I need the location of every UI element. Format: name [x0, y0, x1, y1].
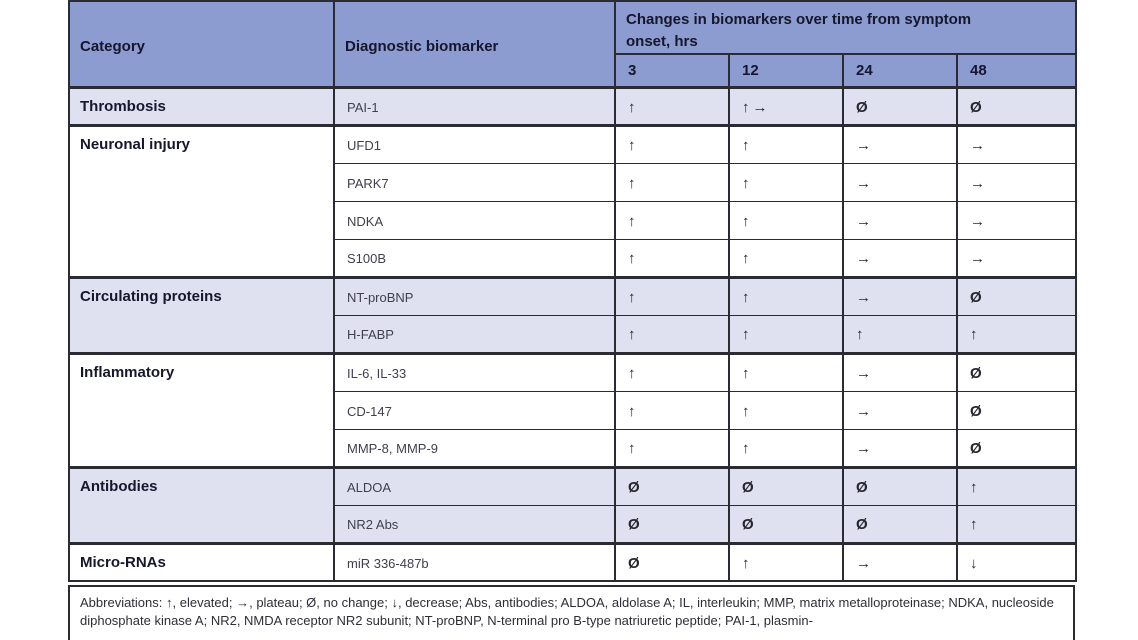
value-cell-12h: ↑ — [728, 275, 844, 315]
category-cell: Antibodies — [68, 465, 335, 543]
value-cell-12h: ↑ — [728, 162, 844, 201]
biomarker-cell: ALDOA — [333, 465, 616, 505]
value-cell-48h: → — [955, 123, 1078, 163]
value-cell-24h: → — [842, 123, 958, 163]
value-cell-3h: ↑ — [614, 428, 730, 467]
biomarker-cell: CD-147 — [333, 390, 616, 429]
value-cell-3h: Ø — [614, 504, 730, 543]
biomarker-cell: miR 336-487b — [333, 541, 616, 581]
header-time-12: 12 — [728, 53, 844, 87]
value-cell-12h: ↑→ — [728, 85, 844, 125]
table-row: MMP-8, MMP-9 ↑ ↑ → Ø — [69, 428, 1078, 467]
header-changes: Changes in biomarkers over time from sym… — [613, 0, 1078, 54]
table-row: NR2 Abs Ø Ø Ø ↑ — [69, 504, 1078, 543]
header-changes-line1: Changes in biomarkers over time from sym… — [626, 10, 972, 28]
biomarker-cell: NR2 Abs — [333, 504, 616, 543]
biomarker-cell: S100B — [333, 238, 616, 277]
biomarker-cell: IL-6, IL-33 — [333, 351, 616, 391]
value-cell-3h: ↑ — [614, 162, 730, 201]
table-row: CD-147 ↑ ↑ → Ø — [69, 390, 1078, 429]
biomarker-cell: UFD1 — [333, 123, 616, 163]
value-cell-3h: Ø — [614, 541, 730, 581]
biomarker-cell: NDKA — [333, 200, 616, 239]
value-cell-48h: Ø — [955, 351, 1078, 391]
value-cell-48h: Ø — [955, 275, 1078, 315]
footnote-text: Abbreviations: ↑, elevated; →, plateau; … — [80, 595, 1054, 629]
category-cell: Circulating proteins — [68, 275, 335, 353]
value-cell-24h: → — [842, 428, 958, 467]
value-cell-24h: → — [842, 351, 958, 391]
table-row: Neuronal injury UFD1 ↑ ↑ → → — [68, 123, 1078, 277]
value-cell-3h: ↑ — [614, 123, 730, 163]
table-row: H-FABP ↑ ↑ ↑ ↑ — [69, 314, 1078, 353]
value-cell-3h: ↑ — [614, 390, 730, 429]
value-cell-12h: ↑ — [728, 390, 844, 429]
value-cell-12h: ↑ — [728, 123, 844, 163]
value-cell-12h: ↑ — [728, 428, 844, 467]
header-changes-line2: onset, hrs — [626, 32, 698, 50]
biomarker-cell: PAI-1 — [333, 85, 616, 125]
value-cell-24h: → — [842, 200, 958, 239]
value-cell-48h: Ø — [955, 85, 1078, 125]
value-cell-3h: ↑ — [614, 200, 730, 239]
header-time-24: 24 — [842, 53, 958, 87]
value-cell-3h: ↑ — [614, 275, 730, 315]
value-cell-24h: → — [842, 238, 958, 277]
category-cell: Neuronal injury — [68, 123, 335, 277]
value-cell-12h: ↑ — [728, 314, 844, 353]
table-row: NDKA ↑ ↑ → → — [69, 200, 1078, 239]
value-cell-48h: Ø — [955, 390, 1078, 429]
header-time-48: 48 — [955, 53, 1078, 87]
value-cell-48h: ↑ — [955, 465, 1078, 505]
header-time-3: 3 — [614, 53, 730, 87]
biomarker-cell: PARK7 — [333, 162, 616, 201]
value-cell-48h: ↑ — [955, 314, 1078, 353]
value-cell-3h: ↑ — [614, 351, 730, 391]
abbreviations-footnote: Abbreviations: ↑, elevated; →, plateau; … — [68, 585, 1075, 640]
value-cell-3h: ↑ — [614, 238, 730, 277]
value-cell-12h: ↑ — [728, 351, 844, 391]
table-row: Thrombosis PAI-1 ↑ ↑→ Ø Ø — [68, 85, 1078, 125]
header-biomarker: Diagnostic biomarker — [333, 0, 616, 87]
value-cell-48h: Ø — [955, 428, 1078, 467]
value-cell-48h: → — [955, 162, 1078, 201]
value-cell-3h: ↑ — [614, 314, 730, 353]
value-cell-24h: → — [842, 275, 958, 315]
table-row: S100B ↑ ↑ → → — [69, 238, 1078, 277]
category-cell: Thrombosis — [68, 85, 335, 125]
value-cell-24h: → — [842, 541, 958, 581]
value-cell-48h: → — [955, 200, 1078, 239]
biomarker-table: Category Diagnostic biomarker Changes in… — [68, 0, 1078, 582]
value-cell-24h: Ø — [842, 85, 958, 125]
category-cell: Inflammatory — [68, 351, 335, 467]
category-cell: Micro-RNAs — [68, 541, 335, 581]
table-header: Category Diagnostic biomarker Changes in… — [68, 0, 1078, 87]
table-row: Inflammatory IL-6, IL-33 ↑ ↑ → Ø — [68, 351, 1078, 467]
biomarker-cell: H-FABP — [333, 314, 616, 353]
value-cell-3h: ↑ — [614, 85, 730, 125]
value-cell-12h: ↑ — [728, 238, 844, 277]
value-cell-48h: ↓ — [955, 541, 1078, 581]
value-cell-24h: → — [842, 390, 958, 429]
value-cell-48h: ↑ — [955, 504, 1078, 543]
value-cell-12h: ↑ — [728, 200, 844, 239]
table-row: Circulating proteins NT-proBNP ↑ ↑ → Ø — [68, 275, 1078, 353]
biomarker-cell: NT-proBNP — [333, 275, 616, 315]
value-cell-3h: Ø — [614, 465, 730, 505]
table-row: PARK7 ↑ ↑ → → — [69, 162, 1078, 201]
value-cell-12h: Ø — [728, 465, 844, 505]
value-cell-12h: ↑ — [728, 541, 844, 581]
biomarker-cell: MMP-8, MMP-9 — [333, 428, 616, 467]
value-cell-24h: Ø — [842, 504, 958, 543]
table-row: Antibodies ALDOA Ø Ø Ø ↑ — [68, 465, 1078, 543]
value-cell-24h: ↑ — [842, 314, 958, 353]
value-cell-24h: Ø — [842, 465, 958, 505]
value-cell-12h: Ø — [728, 504, 844, 543]
figure-table: Category Diagnostic biomarker Changes in… — [68, 0, 1078, 640]
table-row: Micro-RNAs miR 336-487b Ø ↑ → ↓ — [68, 541, 1078, 581]
value-cell-24h: → — [842, 162, 958, 201]
value-cell-48h: → — [955, 238, 1078, 277]
header-category: Category — [68, 0, 335, 87]
